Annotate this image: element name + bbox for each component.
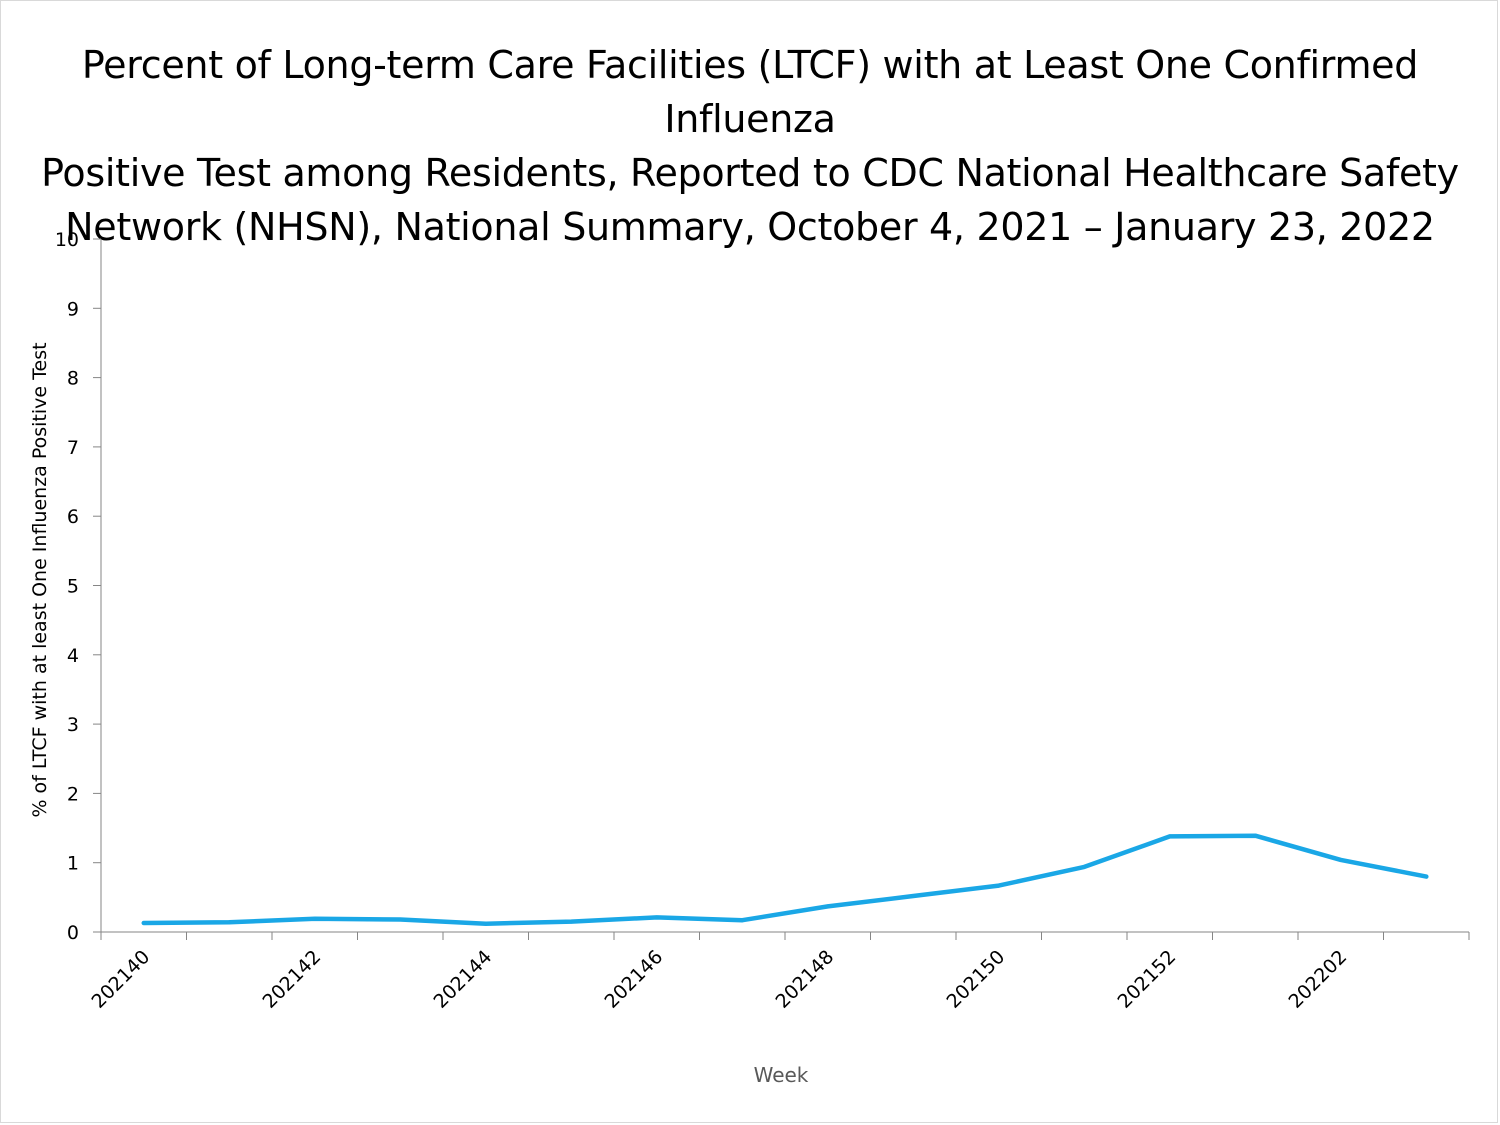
x-tick-label: 202144	[429, 946, 496, 1013]
data-point	[825, 904, 830, 909]
x-tick-label: 202202	[1284, 946, 1351, 1013]
x-tick-label: 202152	[1113, 946, 1180, 1013]
data-point	[911, 893, 916, 898]
y-tick-label: 5	[67, 576, 79, 598]
x-tick-label: 202148	[771, 946, 838, 1013]
y-tick-label: 6	[67, 506, 79, 528]
series-group	[141, 833, 1429, 926]
x-tick-label: 202140	[87, 946, 154, 1013]
y-tick-label: 2	[67, 783, 79, 805]
y-tick-label: 9	[67, 298, 79, 320]
x-tick-label: 202142	[258, 946, 325, 1013]
data-point	[1253, 833, 1258, 838]
data-point	[1167, 834, 1172, 839]
data-point	[312, 916, 317, 921]
chart-title-line-2: Positive Test among Residents, Reported …	[41, 151, 1459, 195]
x-tick-label: 202146	[600, 946, 667, 1013]
y-axis: 0 1 2 3 4 5 6 7 8 9 10	[55, 229, 102, 944]
data-point	[654, 915, 659, 920]
data-point	[1082, 864, 1087, 869]
data-point	[740, 918, 745, 923]
x-tick-label: 202150	[942, 946, 1009, 1013]
y-tick-label: 4	[67, 645, 79, 667]
y-tick-label: 0	[67, 922, 79, 944]
chart-title-line-1: Percent of Long-term Care Facilities (LT…	[81, 43, 1419, 141]
y-axis-title: % of LTCF with at least One Influenza Po…	[29, 342, 51, 817]
data-point	[398, 917, 403, 922]
data-point	[483, 921, 488, 926]
y-tick-label: 10	[55, 229, 79, 251]
series-line	[141, 833, 1429, 926]
chart-title: Percent of Long-term Care Facilities (LT…	[0, 38, 1500, 254]
data-point	[1424, 874, 1429, 879]
data-point	[996, 883, 1001, 888]
y-tick-label: 3	[67, 714, 79, 736]
data-point	[569, 919, 574, 924]
y-tick-label: 7	[67, 437, 79, 459]
chart-title-line-3: Network (NHSN), National Summary, Octobe…	[65, 205, 1435, 249]
y-tick-label: 8	[67, 368, 79, 390]
x-axis: 202140 202142 202144 202146 202148 202150 2021…	[87, 931, 1470, 1013]
data-point	[227, 920, 232, 925]
data-point	[141, 920, 146, 925]
x-axis-title: Week	[754, 1063, 809, 1087]
data-point	[1338, 857, 1343, 862]
y-tick-label: 1	[67, 853, 79, 875]
